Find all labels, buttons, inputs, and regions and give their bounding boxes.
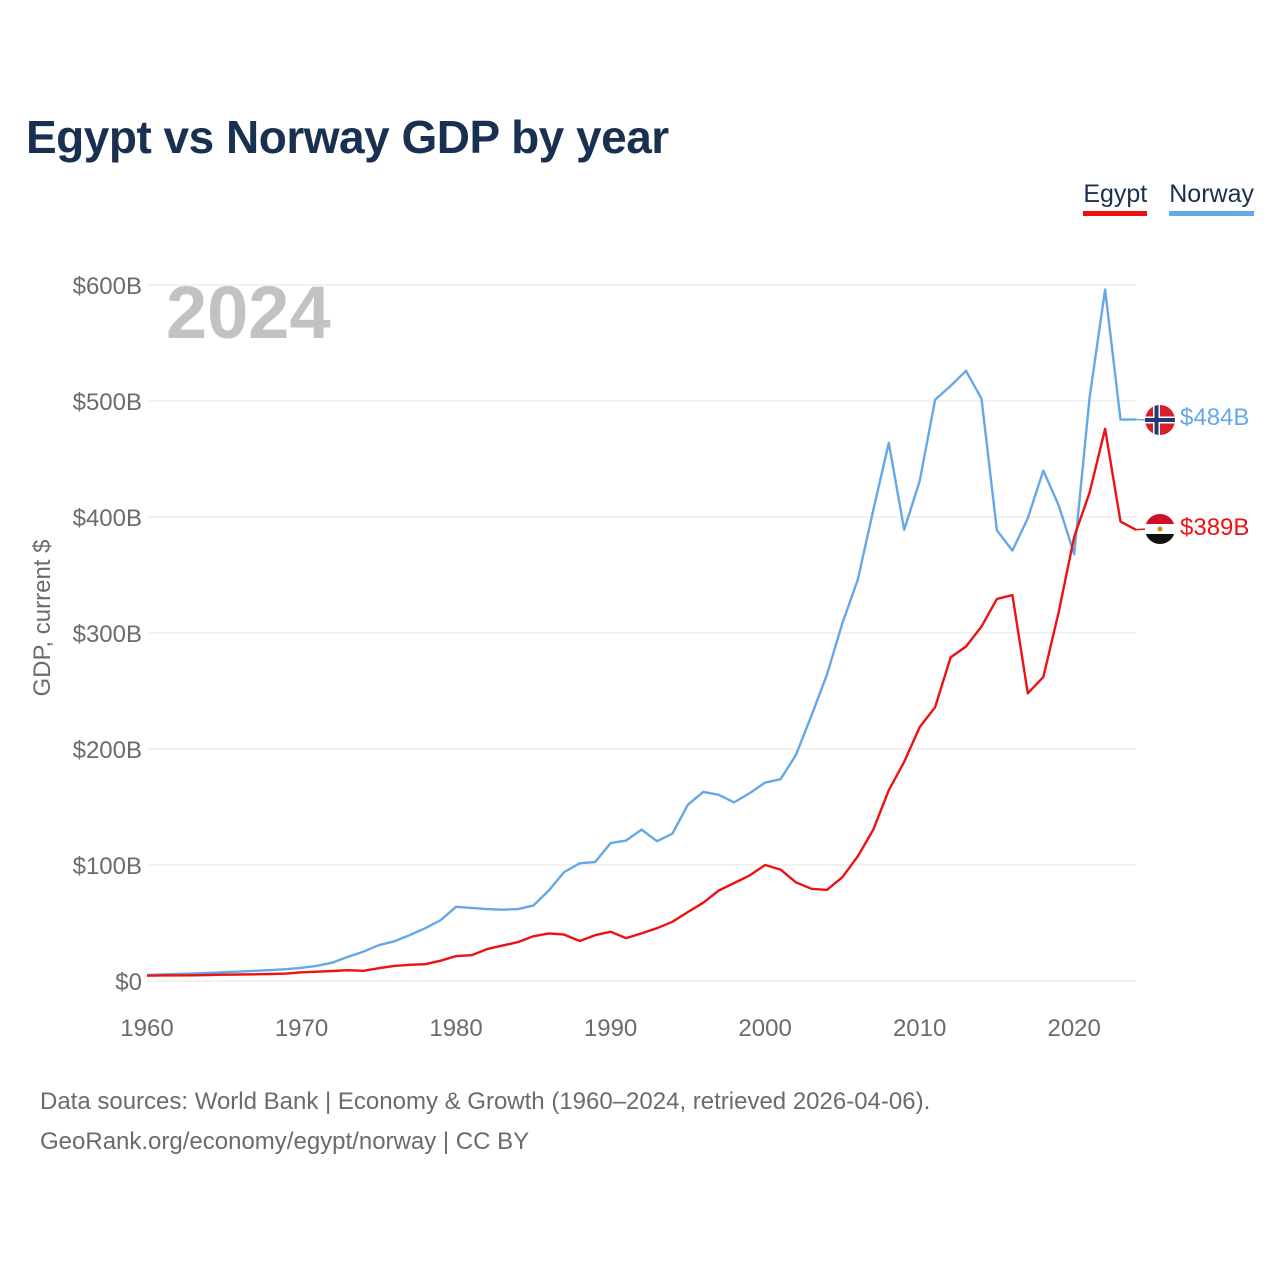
x-tick-label: 2020: [1047, 1015, 1100, 1042]
norway-flag-icon: [1145, 405, 1175, 435]
x-tick-label: 1990: [584, 1015, 637, 1042]
y-tick-label: $0: [115, 969, 142, 996]
end-connector-egypt: [1135, 528, 1147, 531]
y-tick-label: $500B: [73, 389, 142, 416]
legend-item-norway[interactable]: Norway: [1169, 180, 1254, 216]
x-tick-label: 1980: [429, 1015, 482, 1042]
y-tick-label: $200B: [73, 737, 142, 764]
legend-item-egypt[interactable]: Egypt: [1083, 180, 1148, 216]
credit-link[interactable]: GeoRank.org/economy/egypt/norway | CC BY: [40, 1128, 530, 1155]
x-tick-label: 1970: [275, 1015, 328, 1042]
y-tick-label: $100B: [73, 853, 142, 880]
legend: Egypt Norway: [1083, 180, 1254, 216]
y-tick-label: $300B: [73, 621, 142, 648]
series-line-norway[interactable]: [146, 288, 1136, 977]
x-tick-label: 1960: [120, 1015, 173, 1042]
data-sources: Data sources: World Bank | Economy & Gro…: [40, 1088, 931, 1115]
x-tick-label: 2000: [738, 1015, 791, 1042]
year-watermark: 2024: [166, 271, 331, 354]
series-line-egypt[interactable]: [146, 427, 1137, 977]
y-tick-label: $400B: [73, 505, 142, 532]
egypt-flag-icon: [1145, 514, 1175, 544]
x-tick-label: 2010: [893, 1015, 946, 1042]
grid-lines: [147, 284, 1136, 982]
norway-end-value: $484B: [1180, 404, 1249, 431]
series-lines: [146, 288, 1147, 977]
footer: Data sources: World Bank | Economy & Gro…: [40, 1082, 930, 1162]
egypt-end-value: $389B: [1180, 514, 1249, 541]
gdp-chart: 2024 $0 $100B $200B $300B $400B $500B $600B 19…: [29, 271, 1249, 1042]
chart-title: Egypt vs Norway GDP by year: [26, 111, 669, 163]
y-tick-label: $600B: [73, 273, 142, 300]
x-axis-ticks: 1960 1970 1980 1990 2000 2010 2020: [120, 1015, 1101, 1042]
y-axis-ticks: $0 $100B $200B $300B $400B $500B $600B: [73, 273, 142, 996]
y-axis-label: GDP, current $: [29, 540, 56, 697]
